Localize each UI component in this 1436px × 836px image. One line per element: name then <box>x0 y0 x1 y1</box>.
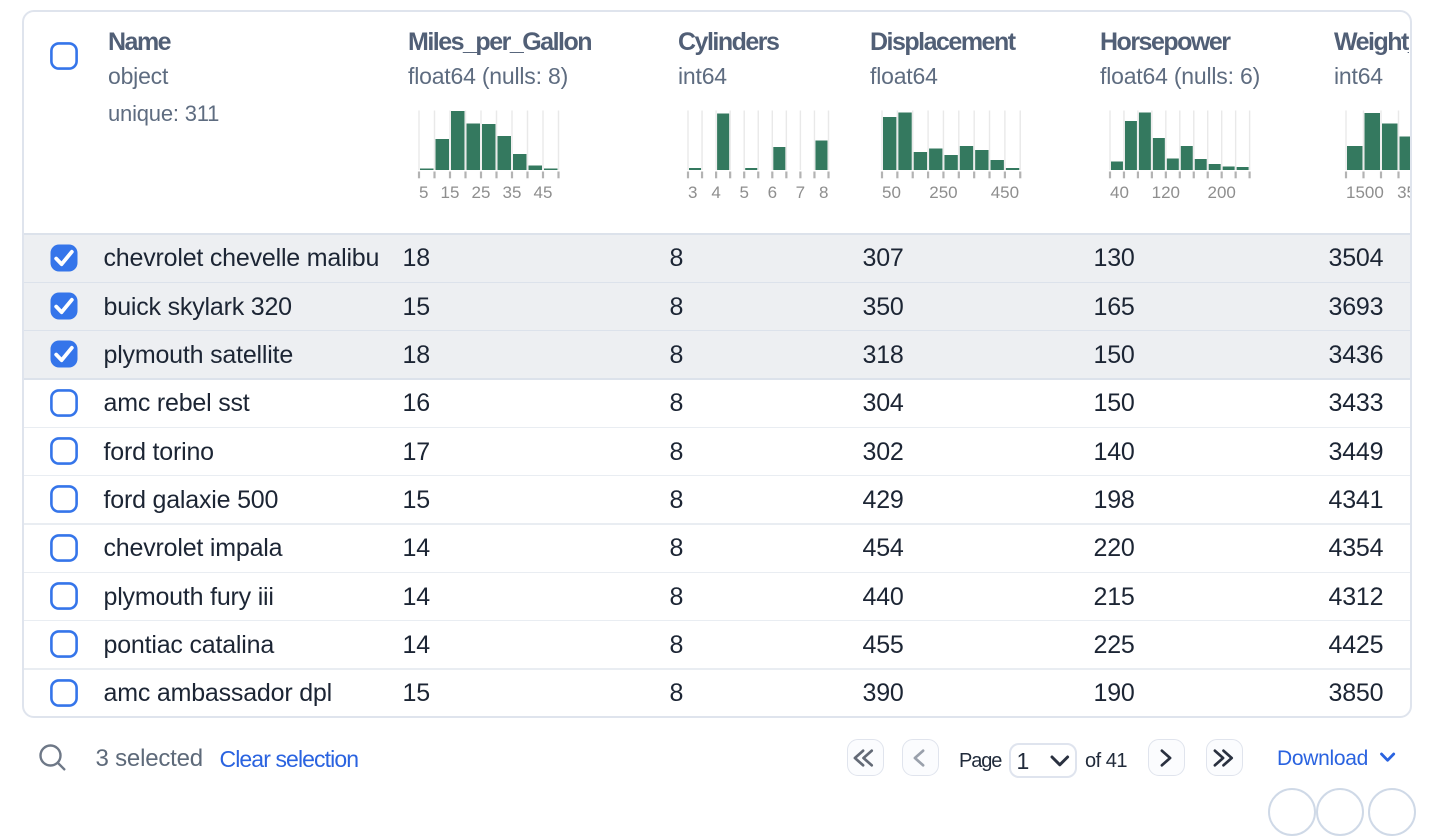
svg-text:15: 15 <box>440 183 459 202</box>
svg-text:35: 35 <box>502 183 521 202</box>
svg-text:25: 25 <box>471 183 490 202</box>
svg-text:1500: 1500 <box>1346 183 1384 202</box>
svg-text:7: 7 <box>795 183 804 202</box>
svg-text:50: 50 <box>882 183 901 202</box>
svg-text:45: 45 <box>533 183 552 202</box>
svg-text:6: 6 <box>767 183 776 202</box>
svg-text:5: 5 <box>419 183 428 202</box>
svg-text:8: 8 <box>819 183 828 202</box>
svg-text:250: 250 <box>930 183 958 202</box>
svg-text:450: 450 <box>991 183 1019 202</box>
svg-text:200: 200 <box>1208 183 1236 202</box>
svg-text:3: 3 <box>688 183 697 202</box>
svg-text:40: 40 <box>1110 183 1129 202</box>
svg-text:5: 5 <box>739 183 748 202</box>
svg-text:3500: 3500 <box>1397 183 1410 202</box>
svg-text:4: 4 <box>711 183 720 202</box>
svg-text:120: 120 <box>1152 183 1180 202</box>
